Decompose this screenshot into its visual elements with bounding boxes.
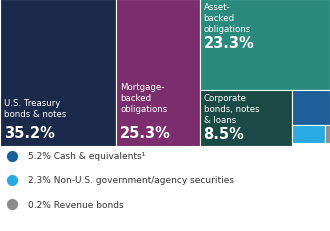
Text: 23.3%: 23.3% xyxy=(204,36,254,51)
Text: 35.2%: 35.2% xyxy=(4,125,55,140)
Point xyxy=(9,178,14,182)
Text: 0.2% Revenue bonds: 0.2% Revenue bonds xyxy=(28,200,124,209)
Bar xyxy=(200,0,330,90)
Bar xyxy=(325,125,330,144)
Text: 8.5%: 8.5% xyxy=(204,126,245,141)
Text: Mortgage-
backed
obligations: Mortgage- backed obligations xyxy=(120,83,167,114)
Text: 25.3%: 25.3% xyxy=(120,125,171,140)
Bar xyxy=(292,90,330,125)
Bar xyxy=(292,125,325,144)
Bar xyxy=(116,0,200,147)
Point xyxy=(9,203,14,206)
Text: Corporate
bonds, notes
& loans: Corporate bonds, notes & loans xyxy=(204,93,259,124)
Text: Asset-
backed
obligations: Asset- backed obligations xyxy=(204,3,251,34)
Text: 5.2% Cash & equivalents¹: 5.2% Cash & equivalents¹ xyxy=(28,152,145,160)
Text: U.S. Treasury
bonds & notes: U.S. Treasury bonds & notes xyxy=(4,99,66,119)
Bar xyxy=(0,0,116,147)
Point xyxy=(9,154,14,158)
Bar xyxy=(200,90,292,147)
Text: 2.3% Non-U.S. government/agency securities: 2.3% Non-U.S. government/agency securiti… xyxy=(28,176,234,185)
